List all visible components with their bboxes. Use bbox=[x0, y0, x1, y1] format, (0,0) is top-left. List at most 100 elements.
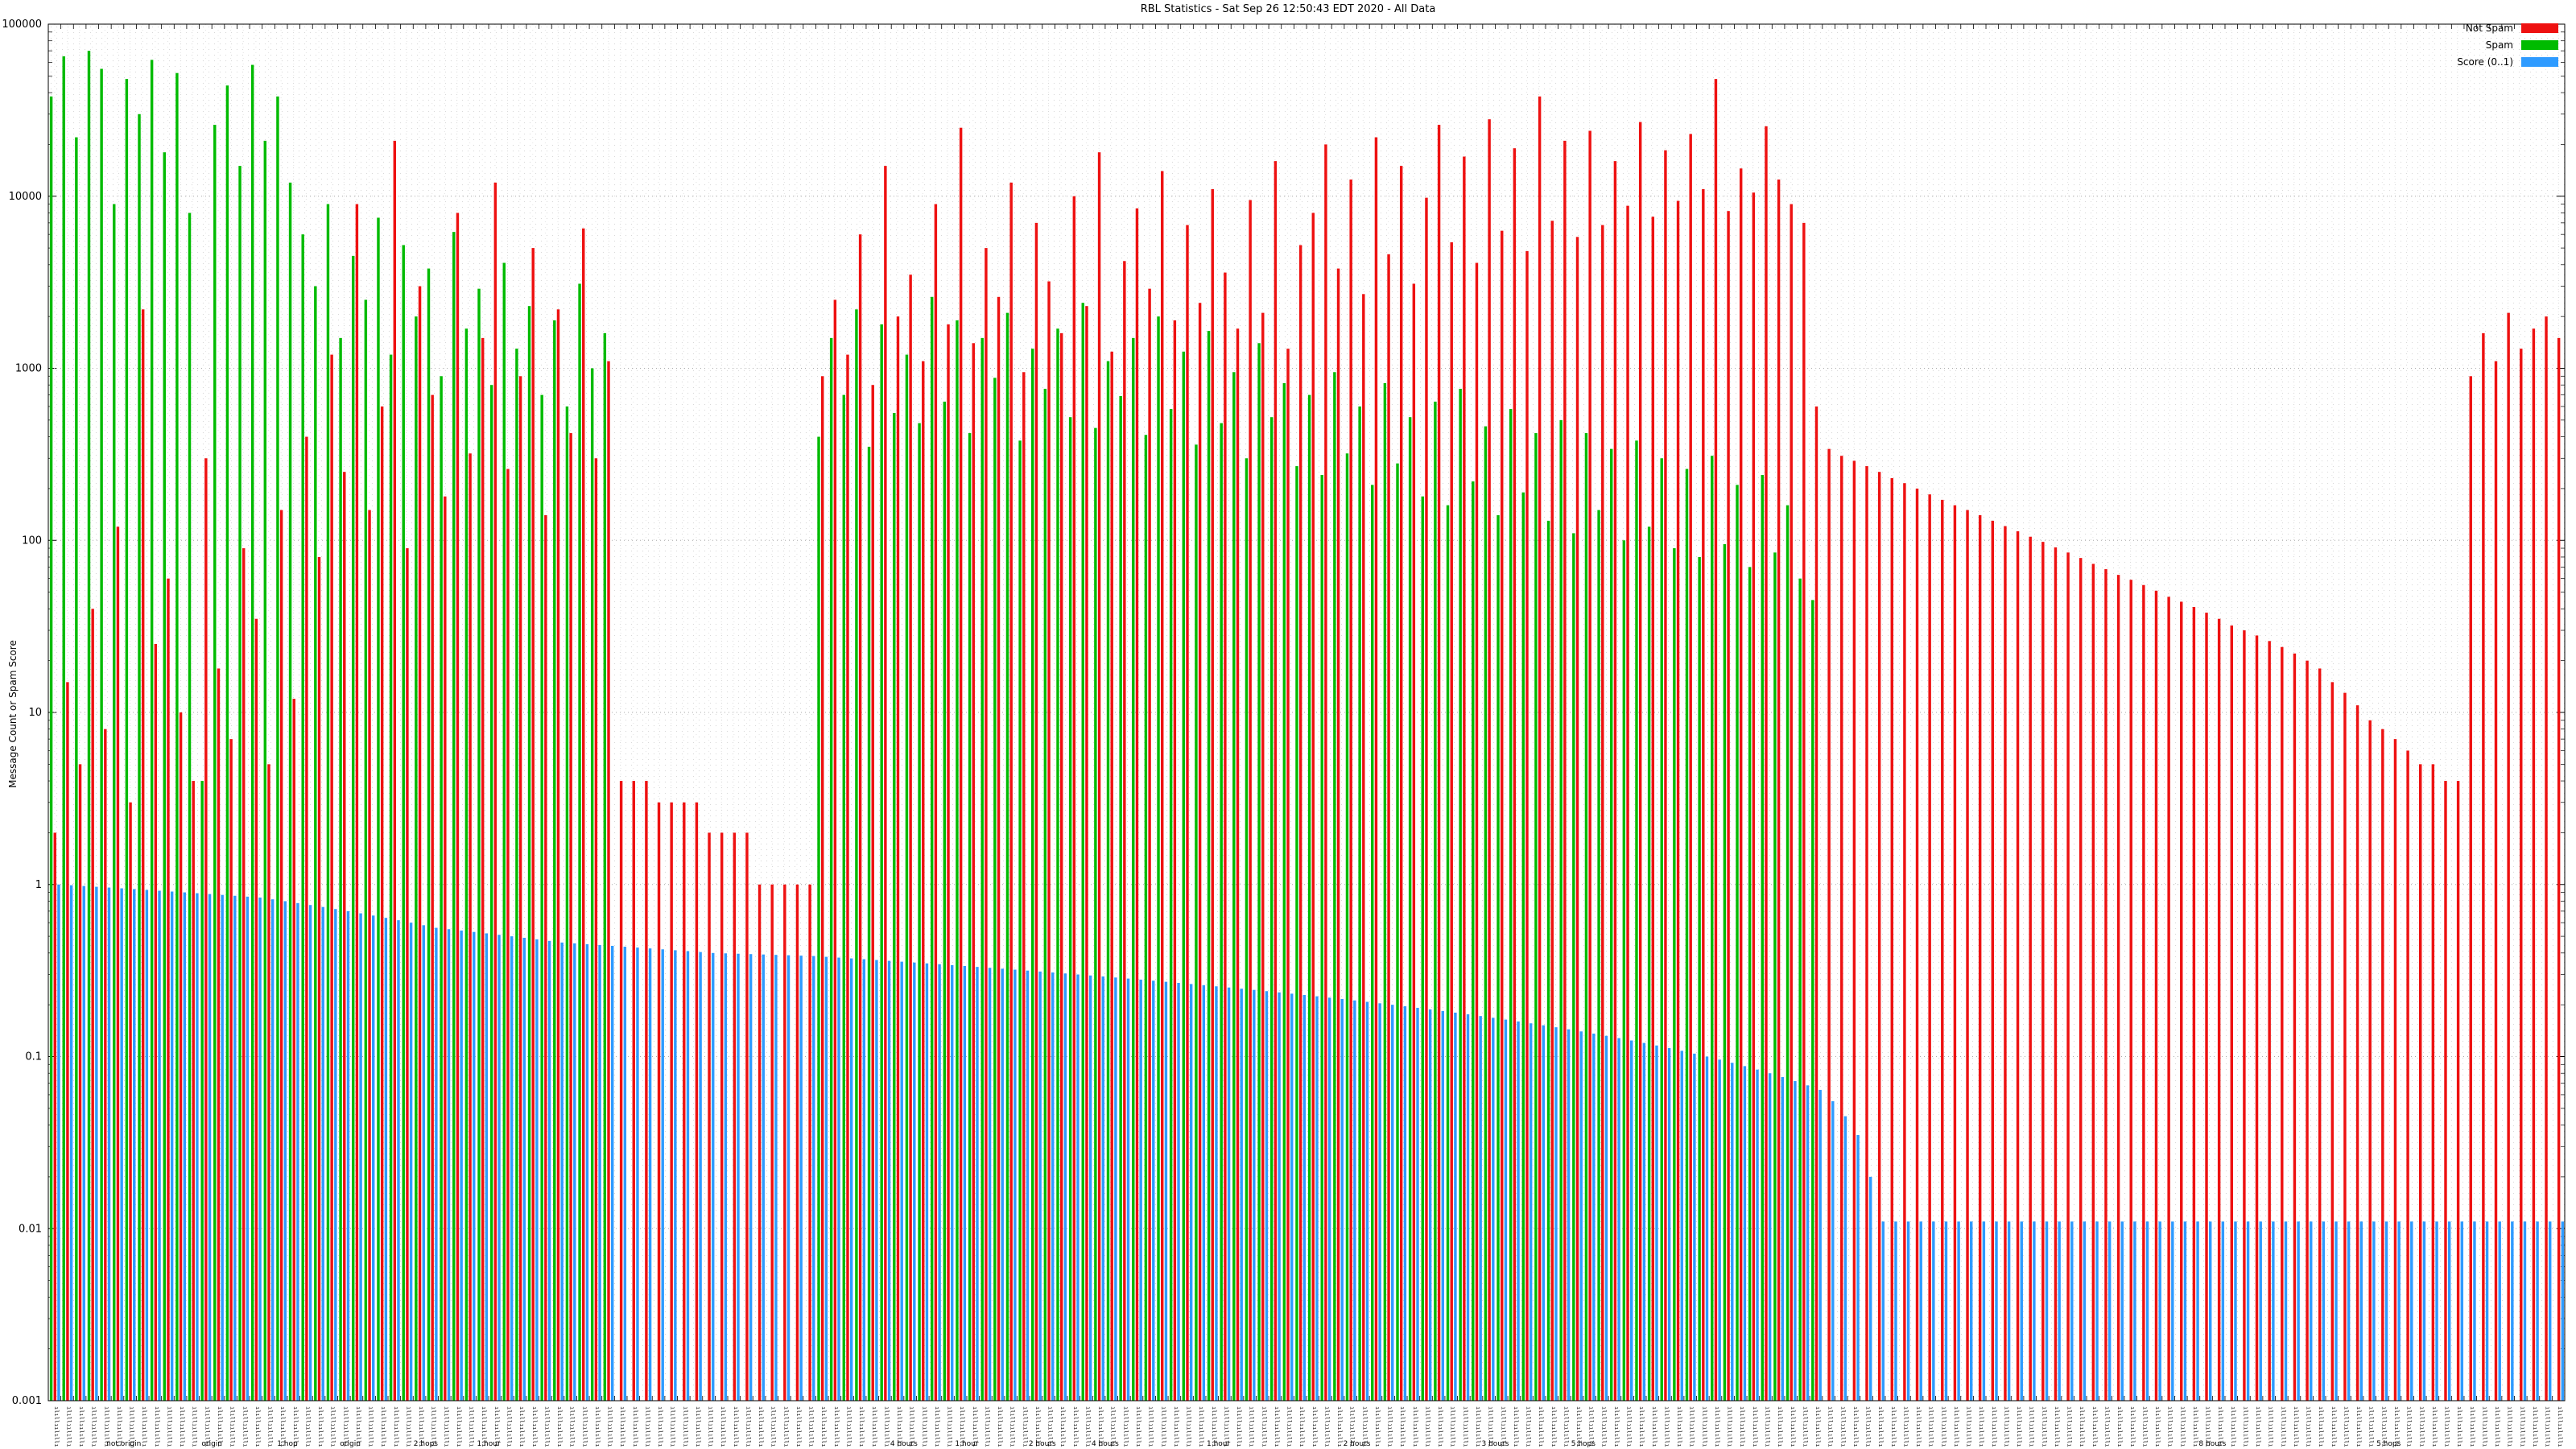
svg-text:ılıllıılıllı: ılıllıılıllı bbox=[833, 1406, 840, 1447]
svg-text:ılıllıılıllı: ılıllıılıllı bbox=[808, 1406, 815, 1447]
svg-text:ılıllıılıllı: ılıllıılıllı bbox=[2469, 1406, 2475, 1447]
svg-text:ılıllıılıllı: ılıllıılıllı bbox=[1437, 1406, 1443, 1447]
chart-title: RBL Statistics - Sat Sep 26 12:50:43 EDT… bbox=[1140, 3, 1436, 15]
svg-text:ılıllıılıllı: ılıllıılıllı bbox=[481, 1406, 487, 1447]
svg-text:ılıllıılıllı: ılıllıılıllı bbox=[1236, 1406, 1242, 1447]
svg-text:not origin: not origin bbox=[106, 1440, 141, 1448]
svg-text:8 hours: 8 hours bbox=[2198, 1440, 2226, 1448]
svg-text:ılıllıılıllı: ılıllıılıllı bbox=[1034, 1406, 1041, 1447]
svg-text:ılıllıılıllı: ılıllıılıllı bbox=[670, 1406, 676, 1447]
svg-text:ılıllıılıllı: ılıllıılıllı bbox=[1084, 1406, 1091, 1447]
legend-label-score: Score (0..1) bbox=[2457, 56, 2513, 68]
svg-text:ılıllıılıllı: ılıllıılıllı bbox=[1298, 1406, 1305, 1447]
svg-text:ılıllıılıllı: ılıllıılıllı bbox=[858, 1406, 865, 1447]
svg-text:ılıllıılıllı: ılıllıılıllı bbox=[708, 1406, 714, 1447]
svg-text:ılıllıılıllı: ılıllıılıllı bbox=[556, 1406, 563, 1447]
svg-text:ılıllıılıllı: ılıllıılıllı bbox=[1752, 1406, 1758, 1447]
svg-text:ılıllıılıllı: ılıllıılıllı bbox=[1249, 1406, 1255, 1447]
svg-text:ılıllıılıllı: ılıllıılıllı bbox=[355, 1406, 361, 1447]
svg-text:ılıllıılıllı: ılıllıılıllı bbox=[65, 1406, 72, 1447]
svg-text:ılıllıılıllı: ılıllıılıllı bbox=[1059, 1406, 1066, 1447]
svg-text:ılıllıılıllı: ılıllıılıllı bbox=[2116, 1406, 2123, 1447]
svg-text:ılıllıılıllı: ılıllıılıllı bbox=[581, 1406, 588, 1447]
svg-text:ılıllıılıllı: ılıllıılıllı bbox=[1991, 1406, 1997, 1447]
svg-text:ılıllıılıllı: ılıllıılıllı bbox=[78, 1406, 85, 1447]
svg-text:ılıllıılıllı: ılıllıılıllı bbox=[543, 1406, 550, 1447]
svg-text:ılıllıılıllı: ılıllıılıllı bbox=[393, 1406, 399, 1447]
svg-text:ılıllıılıllı: ılıllıılıllı bbox=[192, 1406, 198, 1447]
svg-text:ılıllıılıllı: ılıllıılıllı bbox=[782, 1406, 789, 1447]
svg-text:ılıllıılıllı: ılıllıılıllı bbox=[2079, 1406, 2085, 1447]
svg-text:3 hours: 3 hours bbox=[1482, 1440, 1509, 1448]
svg-text:ılıllıılıllı: ılıllıılıllı bbox=[279, 1406, 286, 1447]
svg-text:ılıllıılıllı: ılıllıılıllı bbox=[569, 1406, 576, 1447]
svg-text:ılıllıılıllı: ılıllıılıllı bbox=[2481, 1406, 2487, 1447]
svg-text:ılıllıılıllı: ılıllıılıllı bbox=[2507, 1406, 2513, 1447]
svg-text:ılıllıılıllı: ılıllıılıllı bbox=[1764, 1406, 1770, 1447]
svg-text:ılıllıılıllı: ılıllıılıllı bbox=[380, 1406, 386, 1447]
svg-text:ılıllıılıllı: ılıllıılıllı bbox=[317, 1406, 324, 1447]
svg-text:ılıllıılıllı: ılıllıılıllı bbox=[1424, 1406, 1430, 1447]
svg-text:ılıllıılıllı: ılıllıılıllı bbox=[2545, 1406, 2551, 1447]
svg-text:ılıllıılıllı: ılıllıılıllı bbox=[1940, 1406, 1946, 1447]
svg-text:ılıllıılıllı: ılıllıılıllı bbox=[1777, 1406, 1783, 1447]
svg-text:ılıllıılıllı: ılıllıılıllı bbox=[1890, 1406, 1897, 1447]
svg-text:ılıllıılıllı: ılıllıılıllı bbox=[2154, 1406, 2161, 1447]
svg-text:1 hour: 1 hour bbox=[1207, 1440, 1231, 1448]
svg-text:ılıllıılıllı: ılıllıılıllı bbox=[1223, 1406, 1229, 1447]
svg-text:ılıllıılıllı: ılıllıılıllı bbox=[1739, 1406, 1745, 1447]
svg-text:ılıllıılıllı: ılıllıılıllı bbox=[1727, 1406, 1733, 1447]
svg-text:ılıllıılıllı: ılıllıılıllı bbox=[2167, 1406, 2174, 1447]
svg-text:ılıllıılıllı: ılıllıılıllı bbox=[1865, 1406, 1872, 1447]
svg-text:ılıllıılıllı: ılıllıılıllı bbox=[217, 1406, 223, 1447]
svg-text:ılıllıılıllı: ılıllıılıllı bbox=[1550, 1406, 1557, 1447]
svg-text:1: 1 bbox=[35, 879, 42, 891]
svg-text:ılıllıılıllı: ılıllıılıllı bbox=[1450, 1406, 1456, 1447]
svg-text:ılıllıılıllı: ılıllıılıllı bbox=[1613, 1406, 1620, 1447]
svg-text:ılıllıılıllı: ılıllıılıllı bbox=[368, 1406, 374, 1447]
svg-text:ılıllıılıllı: ılıllıılıllı bbox=[443, 1406, 449, 1447]
svg-text:ılıllıılıllı: ılıllıılıllı bbox=[758, 1406, 764, 1447]
svg-text:ılıllıılıllı: ılıllıılıllı bbox=[292, 1406, 299, 1447]
legend-label-not-spam: Not Spam bbox=[2465, 23, 2513, 34]
svg-text:ılıllıılıllı: ılıllıılıllı bbox=[1600, 1406, 1607, 1447]
svg-text:4 hours: 4 hours bbox=[890, 1440, 918, 1448]
svg-text:ılıllıılıllı: ılıllıılıllı bbox=[2179, 1406, 2186, 1447]
svg-text:ılıllıılıllı: ılıllıılıllı bbox=[2268, 1406, 2274, 1447]
svg-text:ılıllıılıllı: ılıllıılıllı bbox=[267, 1406, 274, 1447]
svg-text:ılıllıılıllı: ılıllıılıllı bbox=[2217, 1406, 2223, 1447]
svg-text:ılıllıılıllı: ılıllıılıllı bbox=[820, 1406, 827, 1447]
svg-text:ılıllıılıllı: ılıllıılıllı bbox=[619, 1406, 625, 1447]
svg-text:ılıllıılıllı: ılıllıılıllı bbox=[2029, 1406, 2035, 1447]
svg-text:ılıllıılıllı: ılıllıılıllı bbox=[2380, 1406, 2387, 1447]
svg-text:ılıllıılıllı: ılıllıılıllı bbox=[1513, 1406, 1519, 1447]
svg-text:ılıllıılıllı: ılıllıılıllı bbox=[2318, 1406, 2324, 1447]
svg-text:ılıllıılıllı: ılıllıılıllı bbox=[342, 1406, 349, 1447]
svg-text:ılıllıılıllı: ılıllıılıllı bbox=[1198, 1406, 1204, 1447]
svg-text:1 hour: 1 hour bbox=[955, 1440, 979, 1448]
svg-text:ılıllıılıllı: ılıllıılıllı bbox=[871, 1406, 877, 1447]
svg-text:ılıllıılıllı: ılıllıılıllı bbox=[745, 1406, 751, 1447]
svg-text:ılıllıılıllı: ılıllıılıllı bbox=[1563, 1406, 1569, 1447]
svg-text:ılıllıılıllı: ılıllıılıllı bbox=[1148, 1406, 1154, 1447]
svg-text:ılıllıılıllı: ılıllıılıllı bbox=[1538, 1406, 1544, 1447]
svg-text:ılıllıılıllı: ılıllıılıllı bbox=[2016, 1406, 2022, 1447]
svg-text:ılıllıılıllı: ılıllıılıllı bbox=[1412, 1406, 1418, 1447]
svg-text:100000: 100000 bbox=[2, 19, 42, 31]
legend-swatch-score bbox=[2521, 57, 2558, 67]
svg-text:ılıllıılıllı: ılıllıılıllı bbox=[921, 1406, 927, 1447]
svg-text:ılıllıılıllı: ılıllıılıllı bbox=[2230, 1406, 2236, 1447]
svg-text:100: 100 bbox=[22, 535, 42, 547]
svg-text:ılıllıılıllı: ılıllıılıllı bbox=[1928, 1406, 1934, 1447]
svg-text:ılıllıılıllı: ılıllıılıllı bbox=[1072, 1406, 1079, 1447]
svg-text:ılıllıılıllı: ılıllıılıllı bbox=[909, 1406, 915, 1447]
svg-text:ılıllıılıllı: ılıllıılıllı bbox=[1475, 1406, 1481, 1447]
svg-text:ılıllıılıllı: ılıllıılıllı bbox=[493, 1406, 500, 1447]
svg-text:5 hops: 5 hops bbox=[1571, 1440, 1596, 1448]
svg-text:ılıllıılıllı: ılıllıılıllı bbox=[2330, 1406, 2337, 1447]
svg-text:ılıllıılıllı: ılıllıılıllı bbox=[2041, 1406, 2047, 1447]
svg-text:1 hour: 1 hour bbox=[477, 1440, 501, 1448]
svg-text:ılıllıılıllı: ılıllıılıllı bbox=[456, 1406, 462, 1447]
legend-entry-score: Score (0..1) bbox=[2457, 56, 2558, 68]
svg-text:ılıllıılıllı: ılıllıılıllı bbox=[1311, 1406, 1318, 1447]
